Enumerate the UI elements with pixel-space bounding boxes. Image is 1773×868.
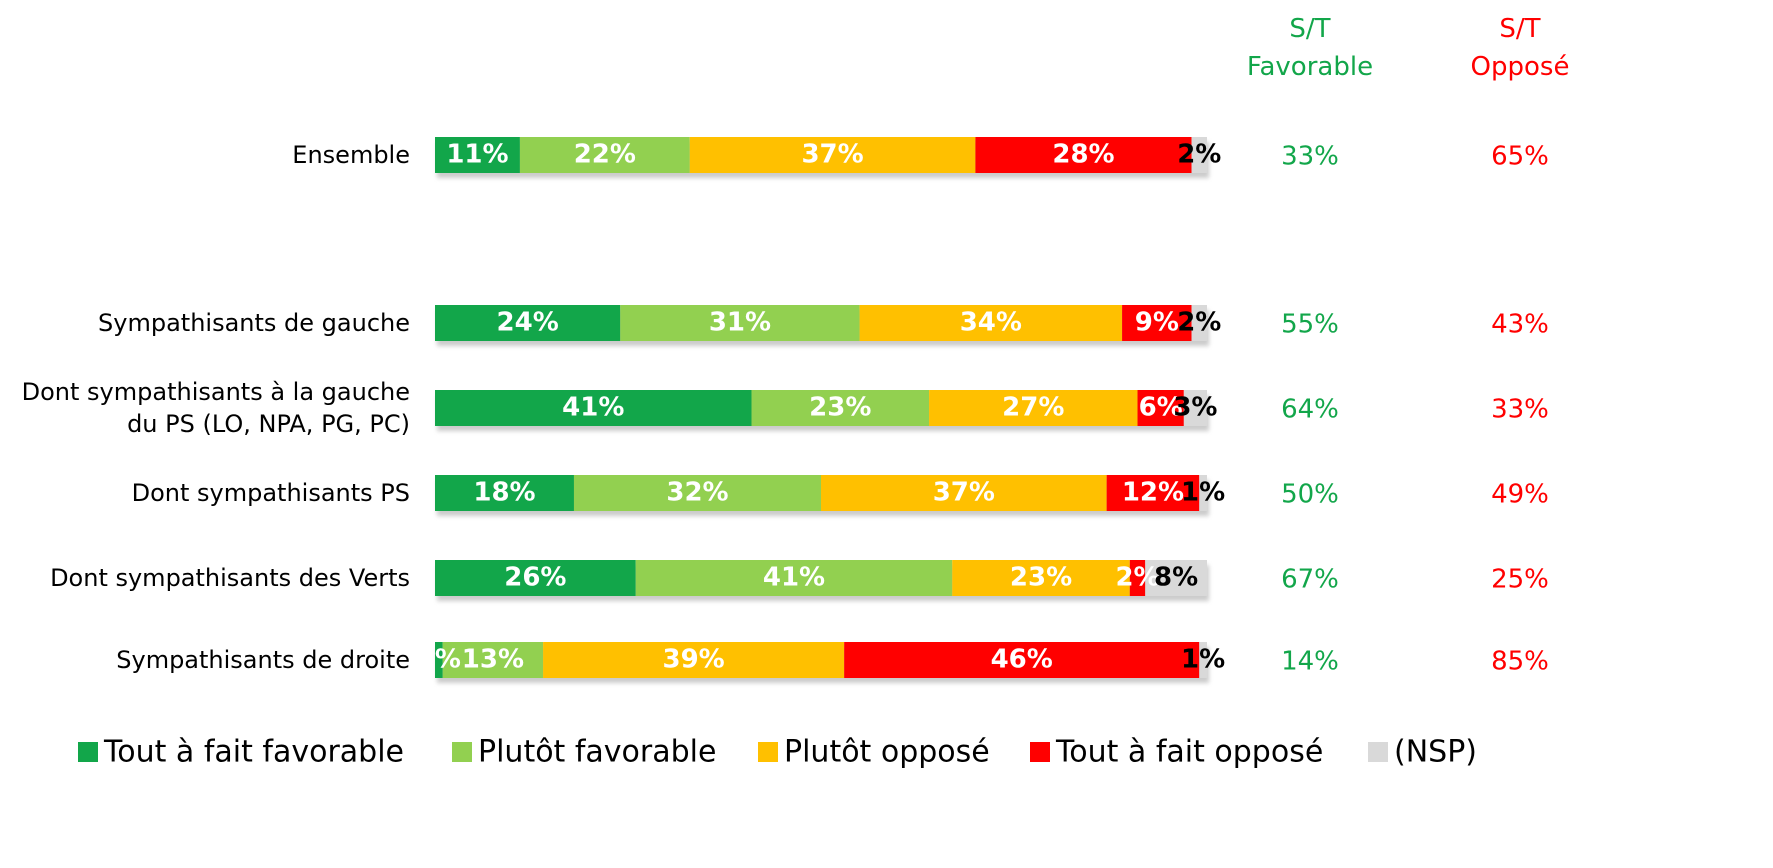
column-value: 14% xyxy=(1281,647,1339,677)
column-header: S/T Favorable xyxy=(1246,14,1374,82)
bar-segment xyxy=(859,305,1123,341)
bar-segment xyxy=(519,137,690,173)
data-label: 39% xyxy=(663,645,725,675)
data-label: 8% xyxy=(1154,563,1198,593)
category-label: Sympathisants de gauche xyxy=(98,309,410,337)
legend-swatch xyxy=(452,742,472,762)
bar-segment xyxy=(929,390,1138,426)
data-label: 37% xyxy=(801,140,863,170)
column-value: 50% xyxy=(1281,480,1339,510)
data-label: 2% xyxy=(1177,308,1221,338)
data-label: 41% xyxy=(763,563,825,593)
column-header-box: S/T Favorable xyxy=(1246,14,1374,82)
data-label: 18% xyxy=(473,478,535,508)
category-label-box: Sympathisants de gauche xyxy=(98,309,410,337)
data-label: 9% xyxy=(1135,308,1179,338)
data-label: 41% xyxy=(562,393,624,423)
data-label: 24% xyxy=(497,308,559,338)
column-value: 85% xyxy=(1491,647,1549,677)
data-label: 34% xyxy=(960,308,1022,338)
category-label: Sympathisants de droite xyxy=(116,646,410,674)
bar-segment xyxy=(1191,137,1207,173)
column-value: 55% xyxy=(1281,310,1339,340)
data-label: 12% xyxy=(1122,478,1184,508)
column-header: S/T Opposé xyxy=(1470,14,1570,82)
bar-segment xyxy=(1191,305,1207,341)
bar-segment xyxy=(844,642,1200,678)
data-label: 1% xyxy=(1181,478,1225,508)
bar-segment xyxy=(635,560,953,596)
legend-label: Tout à fait favorable xyxy=(103,735,404,770)
bar-segment xyxy=(620,305,860,341)
category-label: Dont sympathisants des Verts xyxy=(50,564,410,592)
column-header-box: S/T Opposé xyxy=(1470,14,1570,82)
bar-segment xyxy=(573,475,821,511)
column-value: 64% xyxy=(1281,395,1339,425)
data-label: 11% xyxy=(446,140,508,170)
data-label: 6% xyxy=(1139,393,1183,423)
bar-segment xyxy=(689,137,976,173)
category-label-box: Dont sympathisants des Verts xyxy=(50,564,410,592)
bar-segment xyxy=(1137,390,1184,426)
bar-segment xyxy=(1122,305,1192,341)
category-label: Dont sympathisants PS xyxy=(131,479,410,507)
data-label: 2% xyxy=(1115,563,1159,593)
data-label: 23% xyxy=(1010,563,1072,593)
bar-segment xyxy=(751,390,930,426)
bar-segment xyxy=(1199,475,1207,511)
bar-segment xyxy=(435,137,520,173)
data-label: 1% xyxy=(1181,645,1225,675)
category-label-box: Dont sympathisants à la gauche du PS (LO… xyxy=(21,378,410,438)
data-label: 28% xyxy=(1052,140,1114,170)
legend-swatch xyxy=(1368,742,1388,762)
data-label: 13% xyxy=(462,645,524,675)
bar-segment xyxy=(1183,390,1207,426)
bar-segment xyxy=(1145,560,1207,596)
column-value: 33% xyxy=(1281,142,1339,172)
legend-label: (NSP) xyxy=(1394,735,1477,770)
bar-segment xyxy=(442,642,544,678)
data-label: 37% xyxy=(933,478,995,508)
category-label-box: Ensemble xyxy=(292,141,410,169)
bar-segment xyxy=(435,560,636,596)
legend-label: Tout à fait opposé xyxy=(1055,735,1323,770)
column-value: 43% xyxy=(1491,310,1549,340)
data-label: 32% xyxy=(666,478,728,508)
data-label: 2% xyxy=(1177,140,1221,170)
bar-segment xyxy=(435,642,443,678)
column-value: 65% xyxy=(1491,142,1549,172)
data-label: 1% xyxy=(417,645,461,675)
column-value: 67% xyxy=(1281,565,1339,595)
bar-segment xyxy=(435,475,574,511)
bar-segment xyxy=(1106,475,1200,511)
legend-swatch xyxy=(78,742,98,762)
data-label: 46% xyxy=(991,645,1053,675)
bar-segment xyxy=(1199,642,1207,678)
bar-segment xyxy=(435,390,752,426)
category-label-box: Dont sympathisants PS xyxy=(131,479,410,507)
data-label: 27% xyxy=(1002,393,1064,423)
legend-label: Plutôt opposé xyxy=(784,735,990,770)
data-label: 23% xyxy=(809,393,871,423)
data-label: 3% xyxy=(1173,393,1217,423)
category-label: Dont sympathisants à la gauche du PS (LO… xyxy=(21,378,410,438)
data-label: 22% xyxy=(574,140,636,170)
bar-segment xyxy=(1129,560,1146,596)
column-value: 25% xyxy=(1491,565,1549,595)
column-value: 49% xyxy=(1491,480,1549,510)
legend-label: Plutôt favorable xyxy=(478,735,716,770)
column-value: 33% xyxy=(1491,395,1549,425)
bar-segment xyxy=(435,305,621,341)
bar-segment xyxy=(952,560,1130,596)
legend-swatch xyxy=(1030,742,1050,762)
bar-segment xyxy=(821,475,1107,511)
category-label: Ensemble xyxy=(292,141,410,169)
data-label: 26% xyxy=(504,563,566,593)
category-label-box: Sympathisants de droite xyxy=(116,646,410,674)
bar-segment xyxy=(975,137,1192,173)
legend-swatch xyxy=(758,742,778,762)
bar-segment xyxy=(543,642,845,678)
data-label: 31% xyxy=(709,308,771,338)
